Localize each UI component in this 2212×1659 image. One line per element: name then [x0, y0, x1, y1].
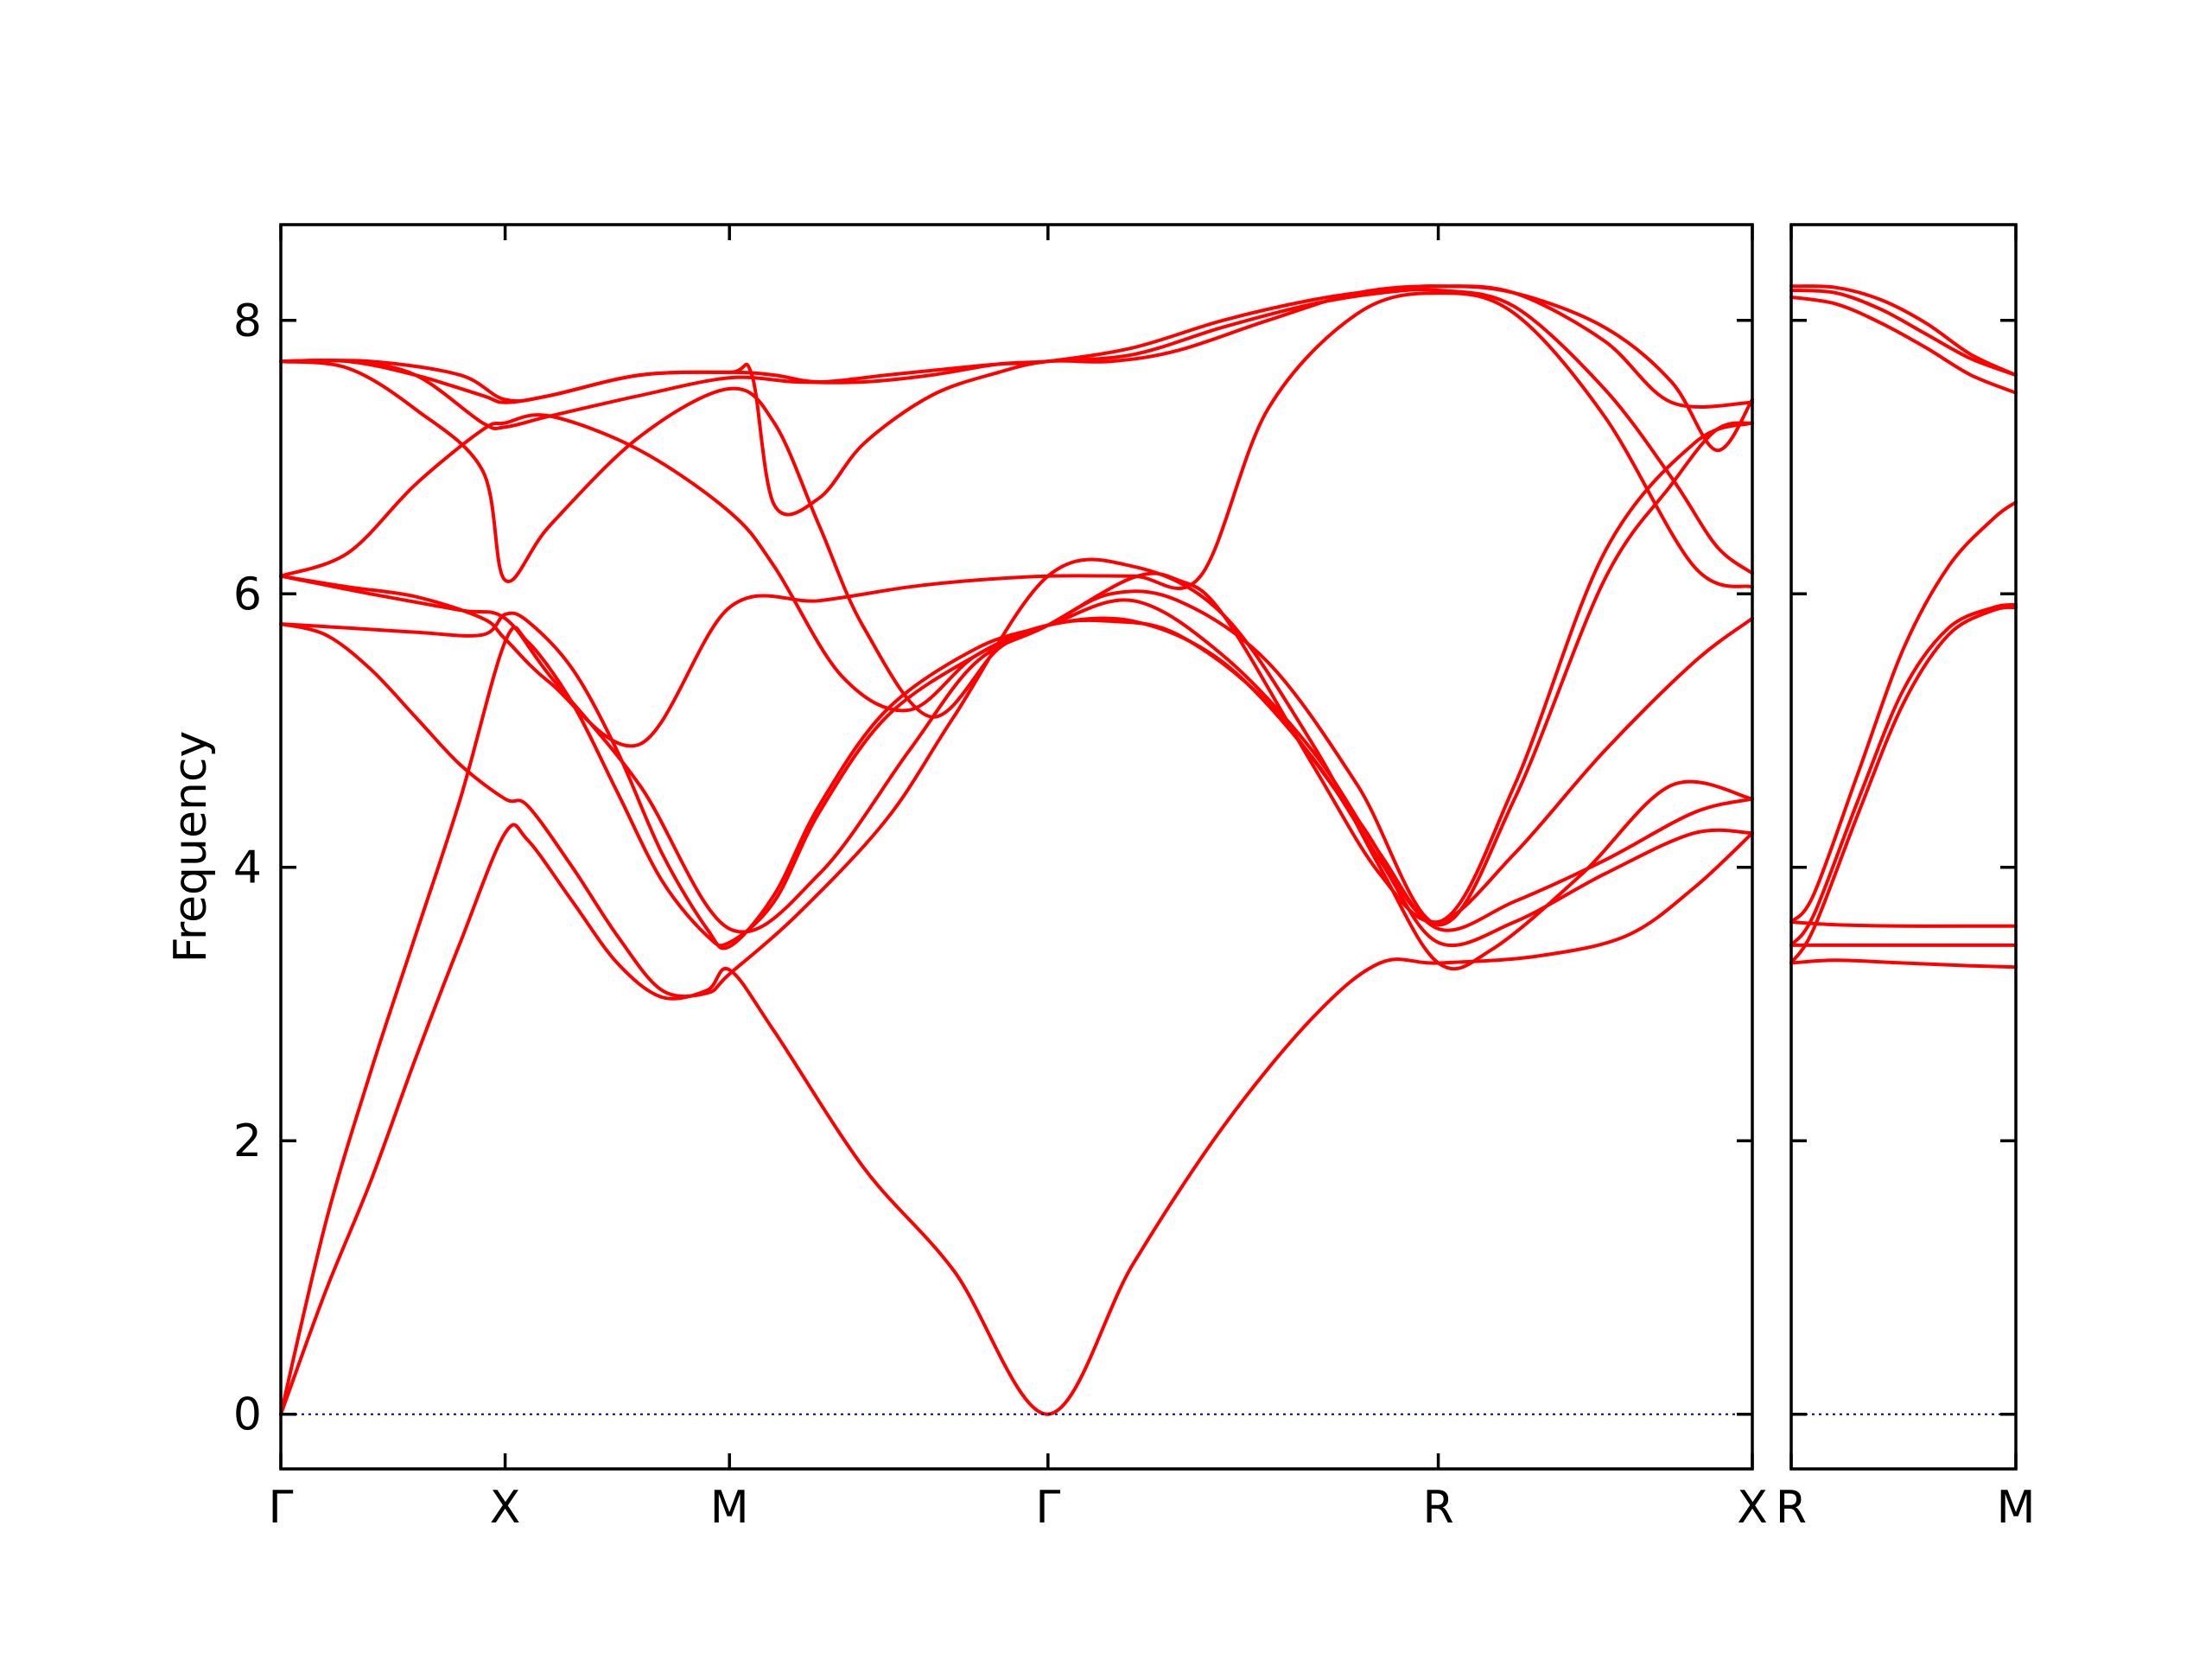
x-tick-label: Γ: [269, 1482, 294, 1534]
side-band-9-line: [1789, 284, 2018, 378]
x-tick-label: M: [1997, 1482, 2036, 1534]
y-tick-label: 6: [233, 569, 262, 620]
x-tick-label: M: [710, 1482, 749, 1534]
side-band-5-line: [1789, 602, 2018, 947]
x-tick-label: R: [1422, 1482, 1453, 1534]
x-tick-label: R: [1776, 1482, 1807, 1534]
side-band-8-line: [1789, 289, 2018, 378]
main-band-8-line: [279, 359, 1754, 927]
main-plot-frame: [279, 223, 1754, 1471]
main-band-2-line: [279, 616, 1754, 1416]
main-band-10-line: [279, 284, 1754, 409]
x-tick-label: Γ: [1035, 1482, 1060, 1534]
side-band-7-line: [1789, 295, 2018, 395]
main-band-9-line: [279, 288, 1754, 575]
x-tick-label: X: [490, 1482, 521, 1534]
main-band-1-line: [279, 823, 1754, 1416]
y-tick-label: 0: [233, 1389, 262, 1441]
main-band-5-line: [279, 571, 1754, 934]
main-band-11-line: [279, 284, 1754, 517]
y-tick-label: 4: [233, 842, 262, 894]
bands-layer: [279, 284, 2018, 1416]
y-tick-label: 2: [233, 1116, 262, 1167]
side-band-4-line: [1789, 605, 2018, 965]
main-band-6-line: [279, 291, 1754, 748]
main-band-4-line: [279, 557, 1754, 999]
side-band-3-line: [1789, 920, 2018, 928]
x-tick-label: X: [1737, 1482, 1768, 1534]
main-band-3-line: [279, 598, 1754, 950]
side-band-1-line: [1789, 958, 2018, 969]
main-band-7-line: [279, 413, 1754, 925]
y-axis-label: Frequency: [165, 731, 217, 963]
y-tick-label: 8: [233, 296, 262, 347]
side-band-6-line: [1789, 500, 2018, 924]
side-plot-frame: [1789, 223, 2018, 1471]
